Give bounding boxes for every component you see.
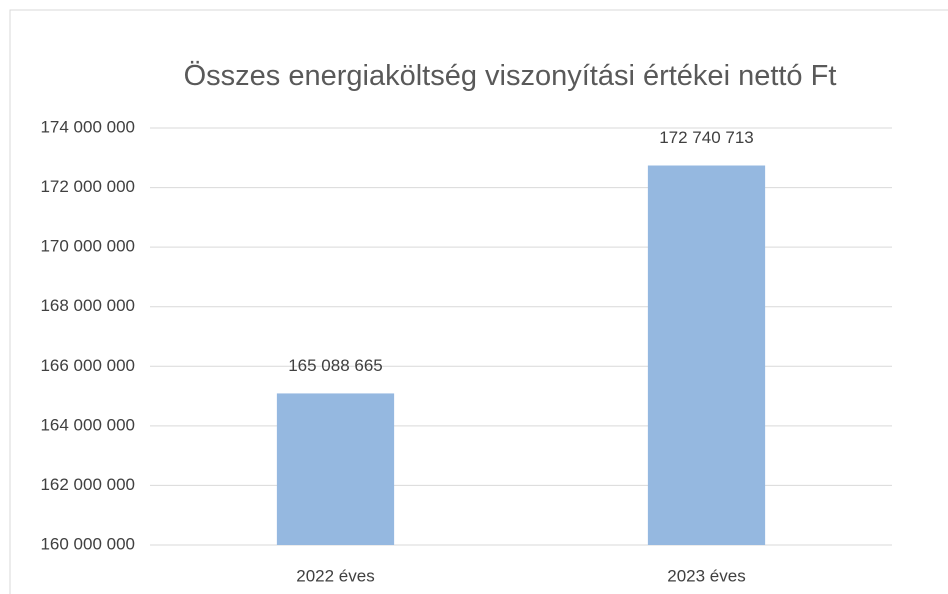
y-tick-label: 162 000 000 [40,475,135,494]
y-tick-label: 168 000 000 [40,296,135,315]
y-tick-label: 160 000 000 [40,534,135,553]
y-tick-label: 174 000 000 [40,117,135,136]
y-tick-label: 166 000 000 [40,356,135,375]
y-tick-label: 172 000 000 [40,177,135,196]
y-tick-label: 170 000 000 [40,237,135,256]
data-label: 172 740 713 [659,128,754,147]
x-tick-label: 2023 éves [667,566,745,585]
chart-title: Összes energiaköltség viszonyítási érték… [183,60,837,92]
bar [647,165,766,545]
data-label: 165 088 665 [288,356,383,375]
y-tick-label: 164 000 000 [40,415,135,434]
x-tick-label: 2022 éves [296,566,374,585]
chart-border [9,9,948,594]
bar [276,393,395,545]
